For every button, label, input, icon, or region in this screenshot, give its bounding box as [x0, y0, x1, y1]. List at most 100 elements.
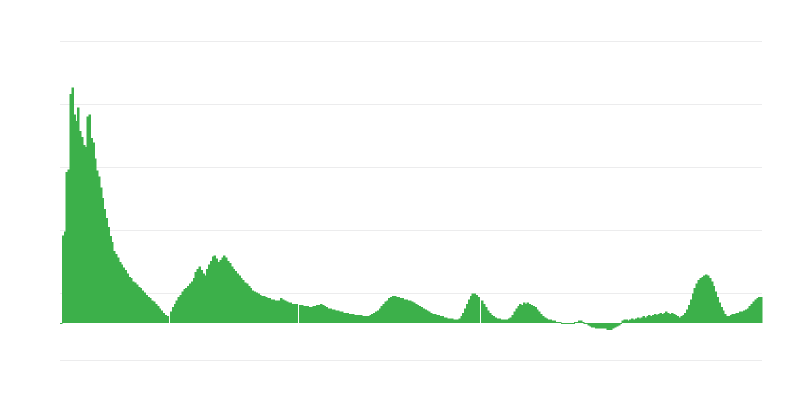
data-column [291, 303, 294, 323]
data-column [94, 158, 97, 323]
data-column [346, 312, 349, 323]
data-column [716, 297, 719, 323]
data-column [302, 306, 306, 323]
data-column [629, 319, 632, 323]
data-column [614, 323, 617, 328]
data-column [540, 313, 543, 323]
data-column [562, 323, 566, 325]
data-column [181, 291, 184, 323]
data-column [604, 323, 608, 329]
data-column [170, 311, 173, 323]
data-column [466, 303, 469, 323]
data-column [511, 315, 515, 323]
data-column [551, 320, 554, 323]
data-column [321, 304, 325, 323]
data-column [684, 312, 687, 323]
data-column [283, 300, 287, 323]
data-column [640, 317, 644, 323]
data-column [462, 312, 465, 323]
data-column [319, 303, 323, 323]
data-column [399, 298, 403, 323]
data-column [401, 298, 405, 323]
data-column [555, 321, 558, 323]
data-column [259, 294, 262, 323]
data-column [756, 298, 759, 323]
data-column [147, 297, 150, 323]
data-column [263, 295, 266, 323]
data-column [526, 302, 530, 323]
data-column [285, 301, 289, 323]
data-column [477, 297, 480, 323]
data-column [217, 262, 220, 323]
data-column [177, 297, 181, 323]
data-column [132, 281, 135, 323]
data-column [103, 209, 107, 323]
data-column [676, 316, 680, 323]
data-column [441, 316, 444, 323]
data-column [646, 316, 649, 323]
data-column [743, 310, 746, 323]
data-column [143, 292, 146, 323]
data-column [488, 312, 492, 323]
data-column [437, 315, 441, 323]
data-column [426, 310, 429, 323]
data-column [744, 309, 748, 323]
data-column [215, 258, 219, 323]
data-column [538, 311, 541, 323]
data-column [300, 304, 304, 323]
data-column [219, 259, 222, 323]
data-column [316, 304, 319, 323]
data-column [447, 318, 450, 323]
data-column [295, 303, 298, 323]
data-column [92, 142, 95, 323]
data-column [196, 268, 200, 323]
data-column [494, 317, 497, 323]
data-column [287, 302, 291, 323]
data-column [261, 295, 264, 323]
data-column [746, 308, 750, 323]
data-column [606, 323, 609, 330]
data-column [175, 300, 179, 323]
data-column [534, 307, 537, 323]
data-column [507, 318, 511, 323]
data-column [374, 311, 378, 323]
data-column [492, 316, 496, 323]
data-column [593, 323, 596, 328]
data-column [329, 308, 332, 323]
data-column [428, 311, 431, 323]
data-column [251, 290, 255, 323]
data-column [152, 301, 156, 323]
data-column [111, 241, 114, 323]
data-column [701, 276, 704, 323]
data-column [126, 273, 129, 323]
data-column [179, 294, 183, 323]
data-column [107, 227, 110, 323]
data-column [665, 311, 668, 323]
data-column [589, 323, 592, 327]
data-column [249, 288, 253, 323]
data-column [409, 300, 412, 323]
data-column [228, 263, 232, 323]
data-column [412, 302, 416, 323]
data-column [469, 295, 473, 323]
data-column [688, 304, 691, 323]
data-column [338, 311, 342, 323]
data-column [318, 304, 321, 323]
data-column [729, 315, 733, 323]
data-column [357, 315, 361, 323]
data-column [724, 313, 727, 323]
data-column [204, 275, 207, 323]
data-column [454, 319, 458, 323]
data-column [281, 299, 285, 323]
data-column [355, 315, 359, 323]
data-column [475, 294, 479, 323]
data-column [708, 277, 712, 323]
data-column [564, 323, 568, 325]
data-column [234, 271, 238, 323]
data-column [327, 308, 331, 323]
data-column [160, 310, 164, 323]
data-column [443, 317, 446, 323]
data-column [621, 320, 625, 323]
data-column [207, 264, 211, 323]
